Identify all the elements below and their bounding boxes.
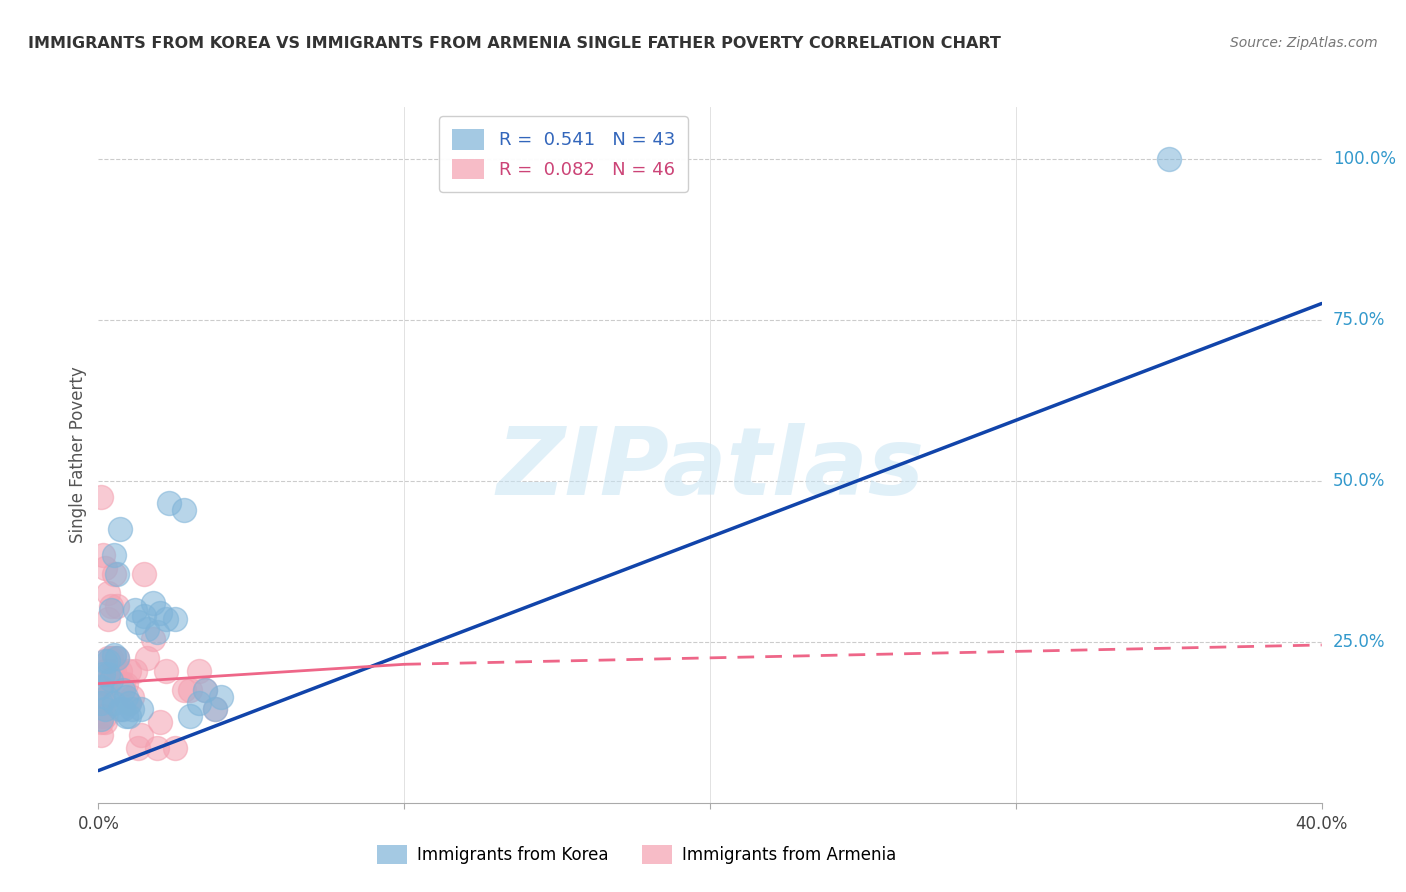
Point [100,602,122,616]
Point [93,654,115,668]
Point [97,654,120,668]
Point [108,702,131,716]
Point [97,676,120,690]
Text: IMMIGRANTS FROM KOREA VS IMMIGRANTS FROM ARMENIA SINGLE FATHER POVERTY CORRELATI: IMMIGRANTS FROM KOREA VS IMMIGRANTS FROM… [28,36,1001,51]
Point [134,567,156,582]
Point [124,602,146,616]
Point [103,567,125,582]
Point [129,702,152,716]
Point [136,651,159,665]
Point [145,741,167,756]
Point [157,496,180,510]
Point [90,490,112,504]
Text: 50.0%: 50.0% [1333,472,1385,490]
Point [204,702,226,716]
Point [100,673,122,688]
Point [100,651,122,665]
Point [93,715,115,730]
Point [93,708,115,723]
Point [108,664,131,678]
Point [90,728,112,742]
Point [97,651,120,665]
Point [90,712,112,726]
Text: ZIPatlas: ZIPatlas [496,423,924,515]
Point [149,606,172,620]
Point [173,683,195,698]
Point [90,708,112,723]
Point [93,696,115,710]
Point [105,599,128,614]
Point [118,708,141,723]
Point [97,667,120,681]
Point [100,664,122,678]
Point [145,625,167,640]
Point [103,548,125,562]
Point [179,683,201,698]
Point [93,560,115,574]
Point [121,690,143,704]
Point [204,702,226,716]
Point [1157,152,1180,166]
Point [142,596,165,610]
Point [163,612,186,626]
Point [93,664,115,678]
Point [108,522,131,536]
Point [194,683,217,698]
Point [91,667,114,681]
Point [163,741,186,756]
Point [91,548,114,562]
Point [90,696,112,710]
Point [93,676,115,690]
Text: 75.0%: 75.0% [1333,310,1385,328]
Y-axis label: Single Father Poverty: Single Father Poverty [69,367,87,543]
Point [100,599,122,614]
Point [129,728,152,742]
Point [179,708,201,723]
Text: Source: ZipAtlas.com: Source: ZipAtlas.com [1230,36,1378,50]
Point [115,690,138,704]
Point [115,676,138,690]
Point [97,586,120,600]
Point [127,741,149,756]
Point [155,612,177,626]
Point [103,651,125,665]
Point [111,676,134,690]
Point [134,609,156,624]
Point [103,696,125,710]
Point [93,702,115,716]
Text: 100.0%: 100.0% [1333,150,1396,168]
Point [136,622,159,636]
Point [90,715,112,730]
Point [94,690,117,704]
Point [209,690,232,704]
Point [118,696,141,710]
Point [90,680,112,694]
Point [127,615,149,630]
Point [188,664,211,678]
Point [105,651,128,665]
Text: 25.0%: 25.0% [1333,632,1385,651]
Point [118,696,141,710]
Point [149,715,172,730]
Point [173,502,195,516]
Point [115,708,138,723]
Point [194,683,217,698]
Point [142,632,165,646]
Point [111,702,134,716]
Point [118,664,141,678]
Point [111,683,134,698]
Point [121,702,143,716]
Point [97,612,120,626]
Point [155,664,177,678]
Point [105,651,128,665]
Point [97,690,120,704]
Point [103,648,125,662]
Point [124,664,146,678]
Point [103,664,125,678]
Point [105,567,128,582]
Legend: Immigrants from Korea, Immigrants from Armenia: Immigrants from Korea, Immigrants from A… [370,838,903,871]
Point [188,696,211,710]
Point [90,696,112,710]
